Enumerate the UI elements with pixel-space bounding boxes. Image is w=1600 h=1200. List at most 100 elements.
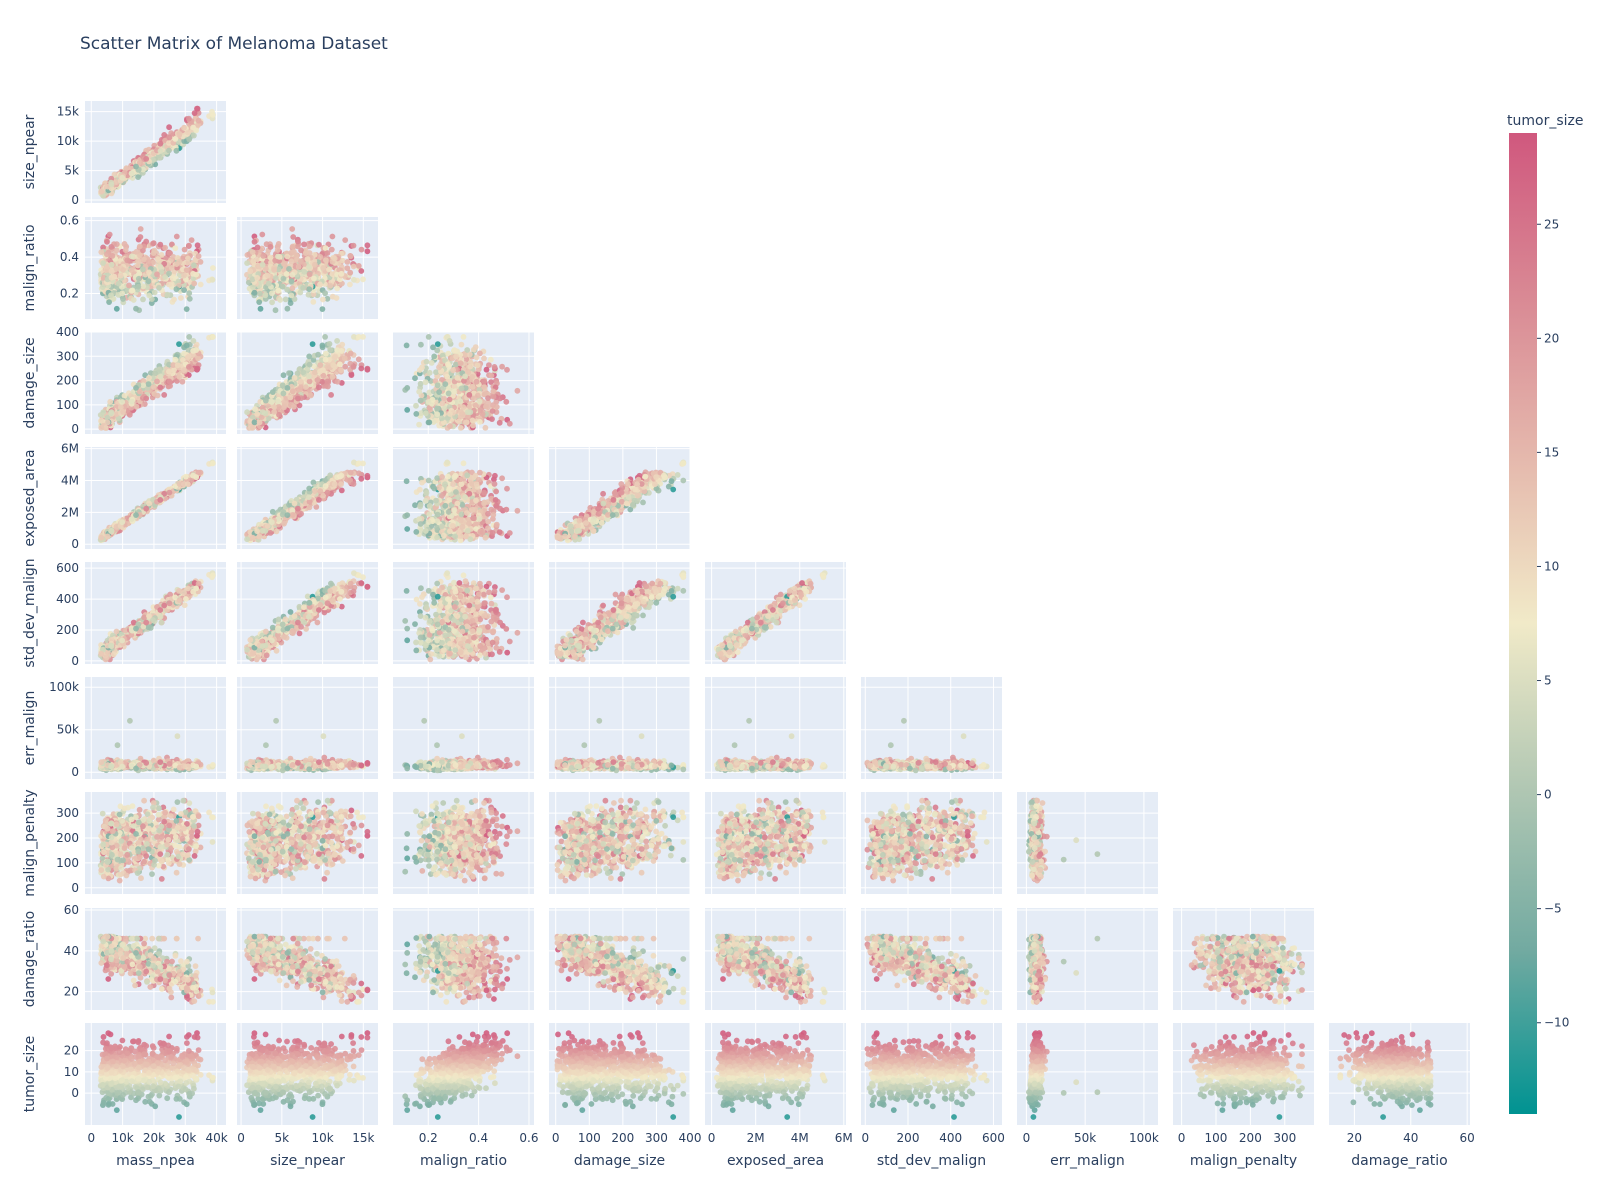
data-point <box>348 253 354 259</box>
data-point <box>143 156 149 162</box>
data-point <box>210 265 216 271</box>
data-point <box>133 385 139 391</box>
data-point <box>257 420 263 426</box>
data-point <box>151 240 157 246</box>
data-point <box>323 357 329 363</box>
data-point <box>306 264 312 270</box>
data-point <box>298 259 304 265</box>
data-point <box>174 148 180 154</box>
data-point <box>189 237 195 243</box>
panel-size_npear-vs-mass_npea <box>85 101 226 203</box>
data-point <box>281 404 287 410</box>
data-point <box>281 391 287 397</box>
data-point <box>325 379 331 385</box>
data-point <box>291 249 297 255</box>
data-point <box>358 366 364 372</box>
data-point <box>192 110 198 116</box>
data-point <box>109 262 115 268</box>
data-point <box>291 404 297 410</box>
data-point <box>286 266 292 272</box>
data-point <box>185 130 191 136</box>
data-point <box>165 292 171 298</box>
data-point <box>98 249 104 255</box>
data-point <box>301 242 307 248</box>
data-point <box>114 266 120 272</box>
data-point <box>347 282 353 288</box>
data-point <box>250 425 256 431</box>
data-point <box>301 269 307 275</box>
data-point <box>347 270 353 276</box>
data-point <box>181 367 187 373</box>
panel-malign_ratio-vs-mass_npea <box>85 217 226 319</box>
data-point <box>186 290 192 296</box>
data-point <box>306 354 312 360</box>
data-point <box>190 125 196 131</box>
data-point <box>114 306 120 312</box>
data-point <box>158 374 164 380</box>
data-point <box>167 135 173 141</box>
data-point <box>290 389 296 395</box>
data-point <box>271 267 277 273</box>
data-point <box>119 399 125 405</box>
data-point <box>196 118 202 124</box>
data-point <box>146 270 152 276</box>
data-point <box>289 278 295 284</box>
data-point <box>337 361 343 367</box>
data-point <box>310 299 316 305</box>
data-point <box>151 250 157 256</box>
data-point <box>185 256 191 262</box>
data-point <box>269 290 275 296</box>
data-point <box>280 284 286 290</box>
data-point <box>289 259 295 265</box>
data-point <box>108 292 114 298</box>
data-point <box>317 254 323 260</box>
data-point <box>270 389 276 395</box>
data-point <box>133 306 139 312</box>
data-point <box>135 284 141 290</box>
y-tick-label: 100 <box>56 398 79 412</box>
data-point <box>266 281 272 287</box>
data-point <box>130 288 136 294</box>
data-point <box>166 124 172 130</box>
data-point <box>330 362 336 368</box>
data-point <box>114 247 120 253</box>
data-point <box>136 276 142 282</box>
data-point <box>187 296 193 302</box>
data-point <box>146 259 152 265</box>
data-point <box>265 273 271 279</box>
data-point <box>359 247 365 253</box>
y-tick-label: 0 <box>71 422 79 436</box>
data-point <box>250 249 256 255</box>
data-point <box>283 297 289 303</box>
data-point <box>166 148 172 154</box>
data-point <box>177 131 183 137</box>
panel-damage_size-vs-mass_npea <box>85 332 226 434</box>
data-point <box>269 299 275 305</box>
data-point <box>167 379 173 385</box>
y-tick-label: 300 <box>56 349 79 363</box>
data-point <box>254 411 260 417</box>
data-point <box>307 271 313 277</box>
data-point <box>129 399 135 405</box>
data-point <box>322 334 328 340</box>
data-point <box>330 374 336 380</box>
data-point <box>268 244 274 250</box>
data-point <box>358 268 364 274</box>
data-point <box>190 271 196 277</box>
panel-damage_size-vs-size_npear <box>237 332 378 434</box>
panel-malign_ratio-vs-size_npear <box>237 217 378 319</box>
data-point <box>161 132 167 138</box>
data-point <box>356 356 362 362</box>
data-point <box>167 250 173 256</box>
y-axis-title: size_npear <box>22 114 38 189</box>
data-point <box>174 286 180 292</box>
data-point <box>186 334 192 340</box>
data-point <box>181 125 187 131</box>
data-point <box>146 381 152 387</box>
data-point <box>182 247 188 253</box>
y-tick-label: 0.6 <box>60 214 79 228</box>
y-axis-title: damage_size <box>22 337 38 428</box>
data-point <box>134 249 140 255</box>
data-point <box>255 245 261 251</box>
